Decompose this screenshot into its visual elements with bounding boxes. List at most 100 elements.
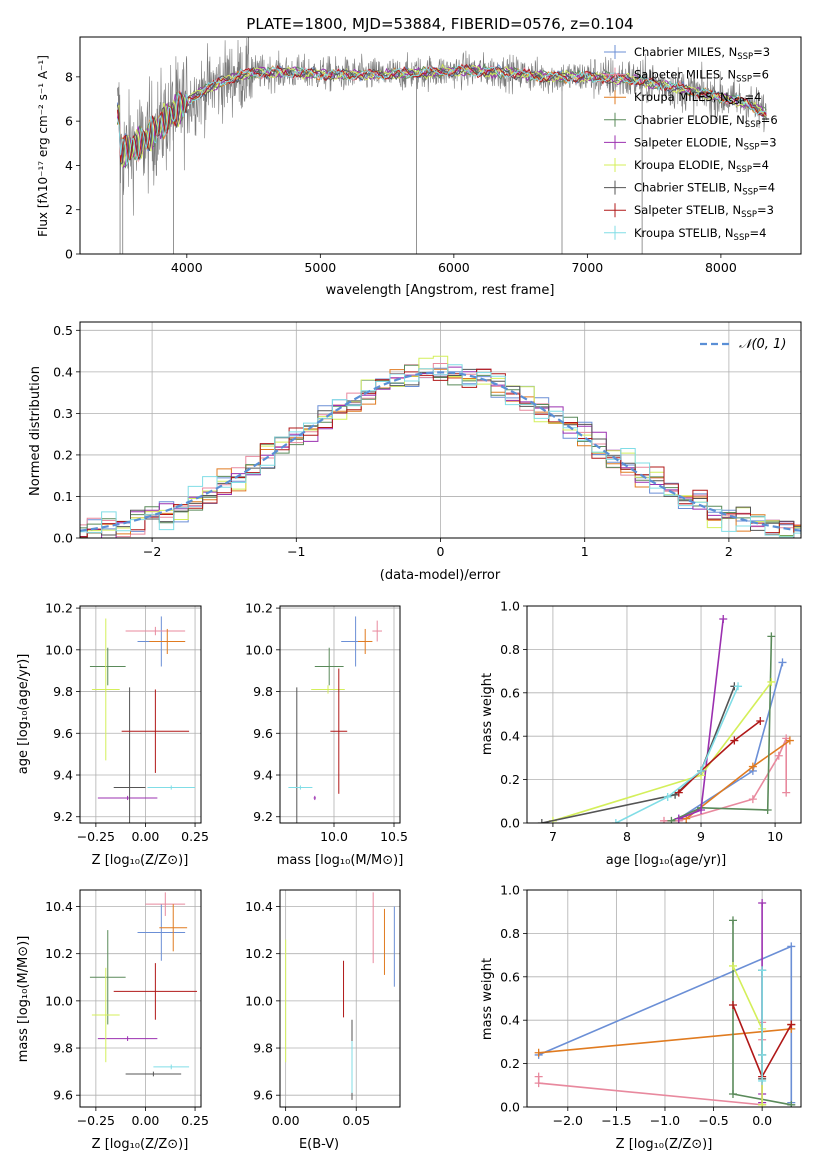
weight-marker-salpeter-miles <box>534 1079 543 1088</box>
weight-z-xlabel: Z [log₁₀(Z/Z⊙)] <box>616 1137 713 1152</box>
y-tick-label: 10.0 <box>245 993 273 1008</box>
age-z-ylabel: age [log₁₀(age/yr)] <box>16 654 31 775</box>
weight-marker-salpeter-elodie <box>674 814 683 823</box>
weight-marker-chabrier-elodie <box>767 632 776 641</box>
x-tick-label: 10.5 <box>380 829 408 844</box>
y-tick-label: 0.0 <box>500 1100 520 1115</box>
x-tick-label: 1 <box>581 544 589 559</box>
gaussian-curve <box>80 371 801 532</box>
panel-weight_vs_Z: −2.0 −1.5 −1.0 −0.5 0.0 0.0 0.2 0.4 0.6 0.8 1.0 <box>500 883 802 1128</box>
x-tick-label: 0.0 <box>752 1113 772 1128</box>
age-mass-xlabel: mass [log₁₀(M/M⊙)] <box>277 853 404 868</box>
x-tick-label: −2.0 <box>553 1113 583 1128</box>
y-tick-label: 9.6 <box>53 1088 73 1103</box>
weight-marker-salpeter-elodie <box>758 899 767 908</box>
axes-frame <box>279 605 401 824</box>
y-tick-label: 1.0 <box>500 883 520 898</box>
weight-marker-salpeter-stelib <box>674 788 683 797</box>
y-tick-label: 9.8 <box>53 684 73 699</box>
x-tick-label: 0.05 <box>342 1113 370 1128</box>
axes-frame <box>79 605 202 824</box>
histogram-kroupa-stelib <box>80 364 801 538</box>
histogram-chabrier-stelib <box>80 368 801 538</box>
x-tick-label: 0.00 <box>272 1113 300 1128</box>
weight-marker-salpeter-miles <box>774 751 783 760</box>
y-tick-label: 9.6 <box>253 1088 273 1103</box>
plot-area-mass_vs_Z <box>89 892 198 1077</box>
legend-label: Chabrier MILES, NSSP=3 <box>634 45 770 62</box>
weight-marker-kroupa-miles <box>534 1048 543 1057</box>
weight-marker-salpeter-elodie <box>719 615 728 624</box>
y-tick-label: 9.6 <box>53 726 73 741</box>
weight-line-salpeter-stelib <box>678 720 761 794</box>
spectrum-title: PLATE=1800, MJD=53884, FIBERID=0576, z=0… <box>246 15 633 33</box>
weight-marker-kroupa-stelib <box>758 966 767 975</box>
y-tick-label: 10.0 <box>45 993 73 1008</box>
plot-area-age_vs_mass <box>288 616 382 823</box>
y-tick-label: 10.2 <box>45 946 73 961</box>
panel-age_vs_mass: 10.0 10.5 9.2 9.4 9.6 9.8 10.0 10.2 <box>245 601 408 844</box>
legend-label: Kroupa ELODIE, NSSP=4 <box>634 158 769 175</box>
residuals-ylabel: Normed distribution <box>28 366 43 496</box>
y-tick-label: 0.4 <box>500 1013 520 1028</box>
plot-area-residuals <box>80 355 801 538</box>
y-tick-label: 0.0 <box>53 531 73 546</box>
legend-label: Kroupa MILES, NSSP=4 <box>634 90 761 107</box>
y-tick-label: 0.4 <box>53 364 73 379</box>
weight-z-ylabel: mass weight <box>480 958 495 1040</box>
model-line-kroupa-elodie <box>117 63 767 168</box>
y-tick-label: 0.6 <box>500 969 520 984</box>
y-tick-label: 10.0 <box>45 642 73 657</box>
x-tick-label: 7000 <box>571 260 603 275</box>
y-tick-label: 9.8 <box>253 1041 273 1056</box>
plot-area-weight_vs_Z <box>534 899 796 1107</box>
model-line-kroupa-stelib <box>116 64 767 167</box>
y-tick-label: 9.4 <box>253 768 273 783</box>
weight-marker-kroupa-stelib <box>758 1050 767 1059</box>
spectrum-ylabel: Flux [fλ10⁻¹⁷ erg cm⁻² s⁻¹ A⁻¹] <box>36 55 50 237</box>
x-tick-label: −0.25 <box>77 1113 115 1128</box>
y-tick-label: 9.8 <box>53 1041 73 1056</box>
y-tick-label: 0.8 <box>500 926 520 941</box>
weight-marker-salpeter-elodie <box>697 805 706 814</box>
x-tick-label: 0.00 <box>132 829 160 844</box>
y-tick-label: 2 <box>65 202 73 217</box>
weight-marker-kroupa-stelib <box>697 766 706 775</box>
histogram-chabrier-elodie <box>80 364 801 536</box>
panel-residuals: −2 −1 0 1 2 0.0 0.1 0.2 0.3 0.4 0.5 𝒩(0, 1) <box>53 321 802 559</box>
weight-marker-salpeter-stelib <box>787 1020 796 1029</box>
y-tick-label: 10.2 <box>245 601 273 616</box>
weight-marker-kroupa-miles <box>785 736 794 745</box>
x-tick-label: 0.25 <box>181 829 209 844</box>
y-tick-label: 6 <box>65 114 73 129</box>
x-tick-label: 2 <box>725 544 733 559</box>
panel-spectrum: 4000 5000 6000 7000 8000 0 2 4 6 8 Chabrier MILES,… <box>65 36 802 275</box>
mass-z-ylabel: mass [log₁₀(M/M⊙)] <box>16 936 31 1063</box>
x-tick-label: 0 <box>437 544 445 559</box>
weight-marker-kroupa-stelib <box>663 792 672 801</box>
y-tick-label: 0.0 <box>500 816 520 831</box>
axes-frame <box>526 889 802 1108</box>
axes-frame <box>79 36 802 255</box>
weight-marker-kroupa-stelib <box>611 819 620 823</box>
x-tick-label: 6000 <box>438 260 470 275</box>
age-z-xlabel: Z [log₁₀(Z/Z⊙)] <box>92 853 189 868</box>
x-tick-label: 4000 <box>171 260 203 275</box>
axes-frame <box>79 889 202 1108</box>
x-tick-label: −2 <box>143 544 161 559</box>
x-tick-label: −1 <box>287 544 305 559</box>
y-tick-label: 0.5 <box>53 323 73 338</box>
weight-marker-chabrier-stelib <box>537 819 546 823</box>
spectrum-legend: Chabrier MILES, NSSP=3 Salpeter MILES, NS… <box>604 45 778 243</box>
y-tick-label: 10.0 <box>245 642 273 657</box>
residuals-xlabel: (data-model)/error <box>380 568 501 583</box>
x-tick-label: −0.25 <box>77 829 115 844</box>
weight-age-ylabel: mass weight <box>480 673 495 755</box>
spectrum-xlabel: wavelength [Angstrom, rest frame] <box>326 283 555 298</box>
y-tick-label: 9.8 <box>253 684 273 699</box>
y-tick-label: 9.6 <box>253 726 273 741</box>
gaussian-legend-label: 𝒩(0, 1) <box>739 337 786 352</box>
y-tick-label: 10.4 <box>45 899 73 914</box>
x-tick-label: 8 <box>623 829 631 844</box>
